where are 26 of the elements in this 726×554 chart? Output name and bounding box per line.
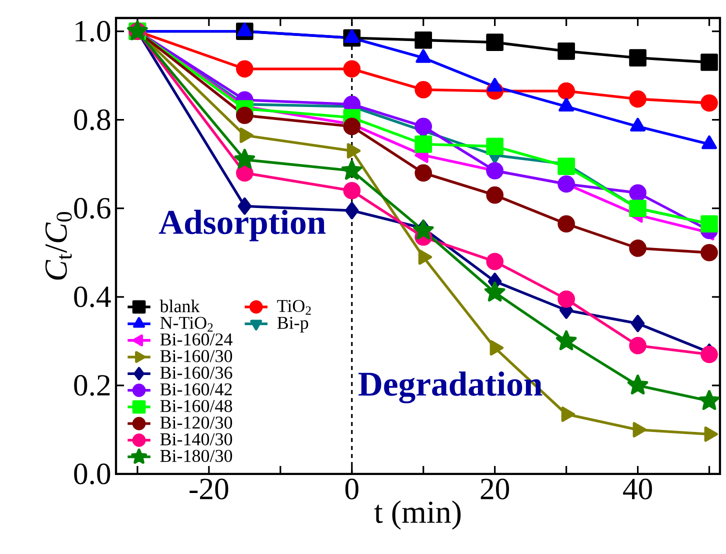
legend-label: Bi-160/30 <box>160 350 232 362</box>
x-tick-label: -20 <box>190 478 228 500</box>
legend-label: TiO$_{2}$ <box>277 300 311 315</box>
legend-label: N-TiO$_{2}$ <box>160 316 213 332</box>
legend-label: Bi-160/48 <box>160 400 232 412</box>
legend-label: Bi-160/24 <box>160 333 232 346</box>
y-tick-label: 0.4 <box>74 286 111 308</box>
x-axis-title: t (min) <box>374 500 461 530</box>
x-tick-label: 40 <box>623 478 652 500</box>
legend-label: Bi-140/30 <box>160 433 232 446</box>
y-tick-label: 0.2 <box>74 375 110 396</box>
legend-label: blank <box>160 300 200 312</box>
y-tick-label: 0.0 <box>74 464 110 484</box>
x-tick-label: 0 <box>345 478 358 500</box>
y-axis-title: C$_{t}$/C$_{0}$ <box>45 212 72 280</box>
y-tick-label: 0.6 <box>74 198 110 219</box>
x-tick-label: 20 <box>480 478 510 500</box>
legend-label: Bi-160/36 <box>160 366 232 379</box>
y-tick-label: 1.0 <box>76 20 110 42</box>
y-tick-label: 0.8 <box>74 109 110 130</box>
annotation: Degradation <box>358 372 542 404</box>
legend-label: Bi-160/42 <box>160 383 232 396</box>
legend-label: Bi-180/30 <box>160 450 232 462</box>
annotation: Adsorption <box>158 210 326 242</box>
legend-label: Bi-p <box>277 316 308 333</box>
legend-label: Bi-120/30 <box>160 416 232 429</box>
